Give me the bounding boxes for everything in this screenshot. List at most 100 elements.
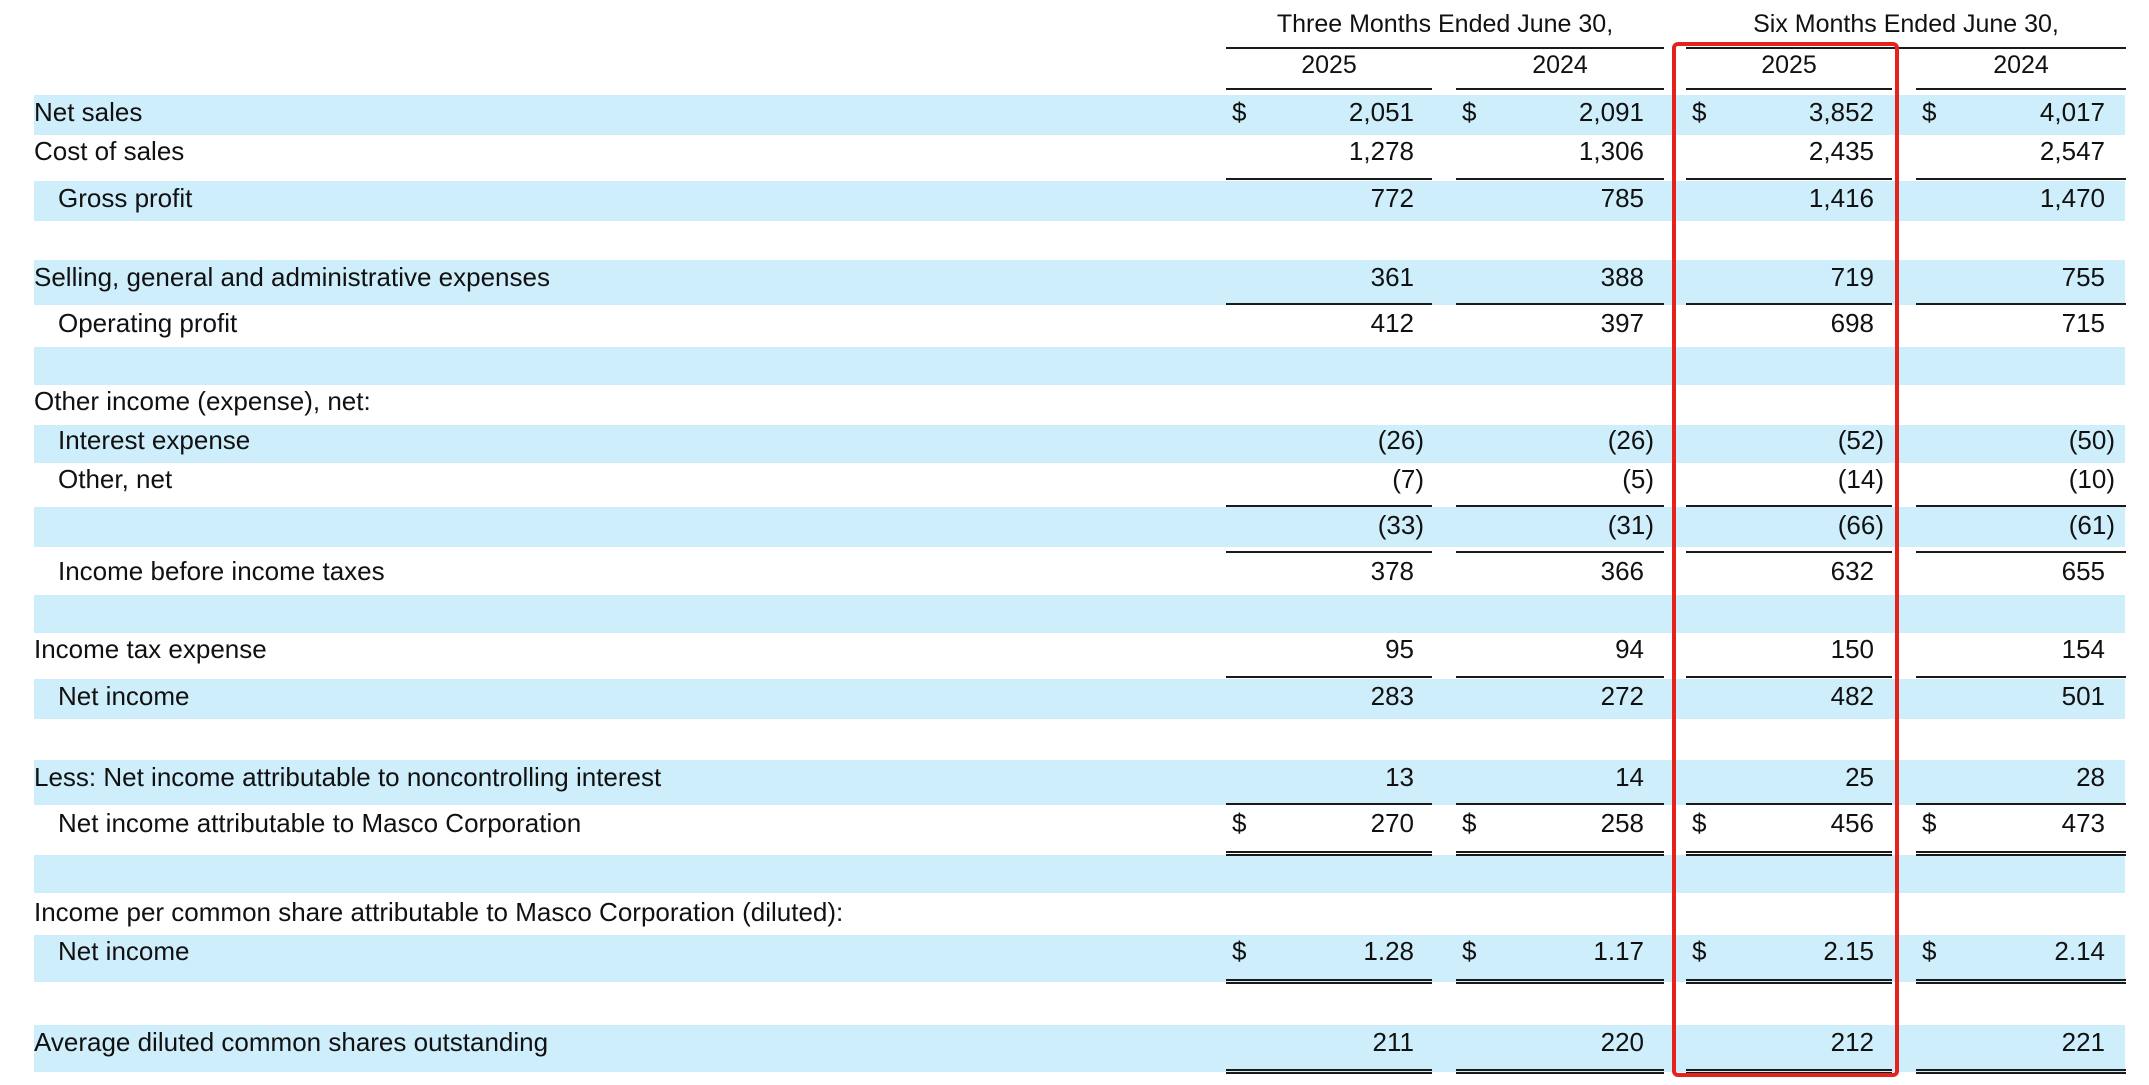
year-rule: [1456, 88, 1664, 90]
total-double-rule: [1226, 979, 1432, 984]
value-cell: 2,051: [1348, 97, 1414, 127]
row-label-other-net: Other, net: [58, 464, 173, 494]
subtotal-rule: [1686, 303, 1892, 305]
value-cell: (14): [1837, 464, 1884, 494]
total-double-rule: [1686, 979, 1892, 984]
year-rule: [1686, 88, 1892, 90]
subtotal-rule: [1226, 803, 1432, 805]
subtotal-rule: [1226, 551, 1432, 553]
value-cell: 2,435: [1808, 136, 1874, 166]
year-rule: [1916, 88, 2126, 90]
total-double-rule: [1456, 851, 1664, 856]
subtotal-rule: [1456, 676, 1664, 678]
value-cell: 154: [2061, 634, 2105, 664]
value-cell: 378: [1370, 556, 1414, 586]
value-cell: 698: [1830, 308, 1874, 338]
value-cell: 258: [1600, 808, 1644, 838]
value-cell: 2,547: [2039, 136, 2105, 166]
value-cell: (10): [2068, 464, 2115, 494]
value-cell: 719: [1830, 262, 1874, 292]
value-cell: 1,470: [2039, 183, 2105, 213]
row-label-sga: Selling, general and administrative expe…: [34, 262, 550, 292]
value-cell: 212: [1830, 1027, 1874, 1057]
value-cell: 95: [1385, 634, 1414, 664]
row-stripe: [34, 347, 2125, 385]
currency-symbol: $: [1692, 808, 1707, 838]
total-double-rule: [1916, 851, 2126, 856]
subtotal-rule: [1226, 303, 1432, 305]
row-stripe: [34, 760, 2125, 805]
value-cell: 366: [1600, 556, 1644, 586]
value-cell: 14: [1615, 762, 1644, 792]
year-rule: [1226, 88, 1432, 90]
subtotal-rule: [1686, 676, 1892, 678]
subtotal-rule: [1226, 676, 1432, 678]
row-label-net-income-masco: Net income attributable to Masco Corpora…: [58, 808, 582, 838]
currency-symbol: $: [1692, 97, 1707, 127]
row-label-income-tax-expense: Income tax expense: [34, 634, 267, 664]
value-cell: 473: [2061, 808, 2105, 838]
row-stripe: [34, 1025, 2125, 1072]
value-cell: 412: [1370, 308, 1414, 338]
header-six-months: Six Months Ended June 30,: [1753, 10, 2059, 38]
currency-symbol: $: [1232, 808, 1247, 838]
total-double-rule: [1686, 851, 1892, 856]
value-cell: 283: [1370, 681, 1414, 711]
row-label-operating-profit: Operating profit: [58, 308, 238, 338]
subtotal-rule: [1456, 803, 1664, 805]
value-cell: 221: [2061, 1027, 2105, 1057]
subtotal-rule: [1686, 505, 1892, 507]
subtotal-rule: [1686, 551, 1892, 553]
year-header: 2025: [1301, 51, 1357, 79]
value-cell: 632: [1830, 556, 1874, 586]
value-cell: 2.14: [2054, 936, 2105, 966]
row-stripe: [34, 935, 2125, 982]
value-cell: 270: [1370, 808, 1414, 838]
value-cell: 1.28: [1363, 936, 1414, 966]
column-highlight-box: [1672, 42, 1899, 1077]
subtotal-rule: [1916, 505, 2126, 507]
header-rule: [1226, 47, 1664, 49]
value-cell: 755: [2061, 262, 2105, 292]
subtotal-rule: [1916, 676, 2126, 678]
total-double-rule: [1226, 851, 1432, 856]
currency-symbol: $: [1692, 936, 1707, 966]
value-cell: (7): [1392, 464, 1424, 494]
row-stripe: [34, 425, 2125, 463]
value-cell: 772: [1370, 183, 1414, 213]
total-double-rule: [1916, 1069, 2126, 1074]
subtotal-rule: [1686, 803, 1892, 805]
header-three-months: Three Months Ended June 30,: [1276, 10, 1614, 38]
value-cell: 482: [1830, 681, 1874, 711]
row-stripe: [34, 181, 2125, 221]
row-label-other-income: Other income (expense), net:: [34, 386, 371, 416]
value-cell: 220: [1600, 1027, 1644, 1057]
row-label-avg-diluted-shares: Average diluted common shares outstandin…: [34, 1027, 549, 1057]
value-cell: 211: [1372, 1027, 1414, 1057]
subtotal-rule: [1456, 303, 1664, 305]
currency-symbol: $: [1232, 936, 1247, 966]
currency-symbol: $: [1462, 808, 1477, 838]
value-cell: (26): [1377, 425, 1424, 455]
value-cell: 456: [1830, 808, 1874, 838]
value-cell: 272: [1600, 681, 1644, 711]
currency-symbol: $: [1922, 936, 1937, 966]
subtotal-rule: [1456, 505, 1664, 507]
value-cell: 715: [2061, 308, 2105, 338]
row-label-eps-net-income: Net income: [58, 936, 190, 966]
total-double-rule: [1456, 979, 1664, 984]
value-cell: (31): [1607, 510, 1654, 540]
row-label-net-sales: Net sales: [34, 97, 143, 127]
row-stripe: [34, 595, 2125, 633]
currency-symbol: $: [1922, 808, 1937, 838]
row-label-noncontrolling-interest: Less: Net income attributable to noncont…: [34, 762, 662, 792]
value-cell: 1.17: [1593, 936, 1644, 966]
value-cell: 785: [1600, 183, 1644, 213]
subtotal-rule: [1916, 551, 2126, 553]
value-cell: (61): [2068, 510, 2115, 540]
currency-symbol: $: [1462, 936, 1477, 966]
row-label-cost-of-sales: Cost of sales: [34, 136, 185, 166]
subtotal-rule: [1916, 303, 2126, 305]
subtotal-rule: [1226, 505, 1432, 507]
